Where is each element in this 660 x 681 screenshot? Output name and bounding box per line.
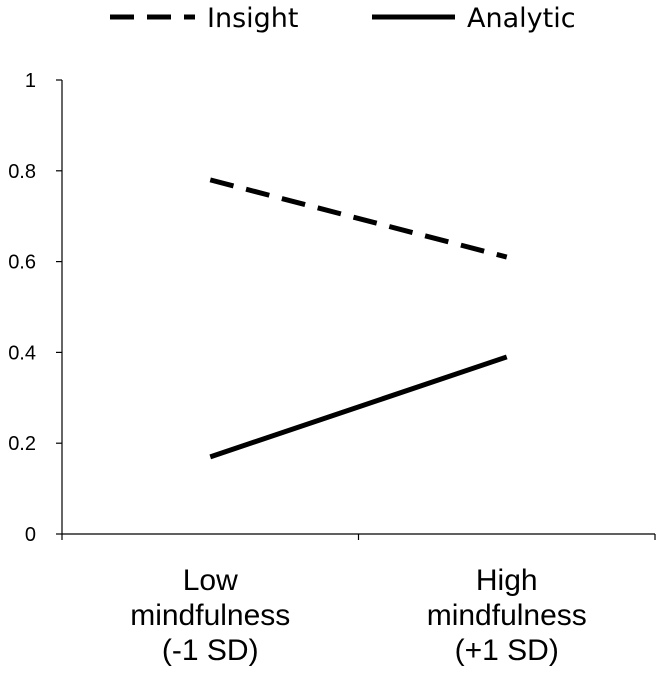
y-tick-label: 0.8 [8,161,36,183]
series-line-insight [209,177,508,260]
y-axis-ticks: 0 0.2 0.4 0.6 0.8 1 [8,70,62,546]
x-axis-categories: Low mindfulness (-1 SD) High mindfulness (+1 … [130,564,587,667]
legend-label-insight: Insight [207,3,298,34]
y-tick-label: 0 [25,524,36,546]
y-tick-label: 0.6 [8,252,36,274]
x-category-label: Low mindfulness (-1 SD) [130,564,290,667]
legend-label-analytic: Analytic [467,3,576,34]
y-tick-label: 1 [25,70,36,92]
x-category-label: High mindfulness (+1 SD) [427,564,587,667]
y-tick-label: 0.4 [8,342,36,364]
series-line-analytic [209,354,508,460]
axes [61,80,656,540]
y-tick-label: 0.2 [8,433,36,455]
series-lines [209,177,508,460]
legend: Insight Analytic [110,3,576,34]
